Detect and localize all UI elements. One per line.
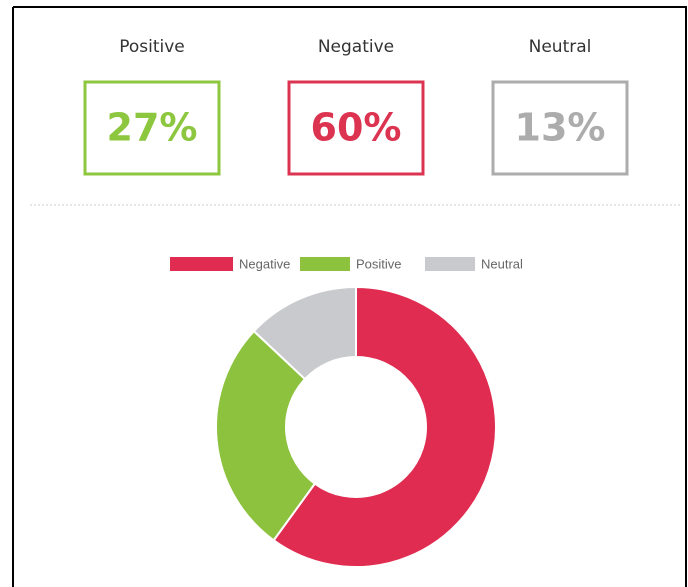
- card-box: [83, 80, 221, 176]
- doughnut-segment: [272, 285, 497, 568]
- doughnut-segment: [215, 329, 317, 542]
- card-value: 13%: [515, 106, 606, 150]
- legend-label: Positive: [356, 256, 402, 271]
- legend-swatch: [170, 257, 233, 271]
- card-box: [287, 80, 425, 176]
- legend-label: Neutral: [481, 256, 523, 271]
- legend-label: Negative: [239, 256, 290, 271]
- card-label: Negative: [318, 37, 394, 57]
- card-label: Neutral: [529, 37, 592, 57]
- card-label: Positive: [119, 37, 185, 57]
- card-box: [491, 80, 629, 176]
- card-value: 27%: [107, 106, 198, 150]
- legend-swatch: [300, 257, 350, 271]
- legend-swatch: [425, 257, 475, 271]
- card-value: 60%: [311, 106, 402, 150]
- doughnut-segment: [252, 285, 357, 381]
